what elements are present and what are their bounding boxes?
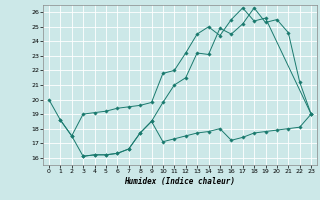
X-axis label: Humidex (Indice chaleur): Humidex (Indice chaleur) xyxy=(124,177,236,186)
